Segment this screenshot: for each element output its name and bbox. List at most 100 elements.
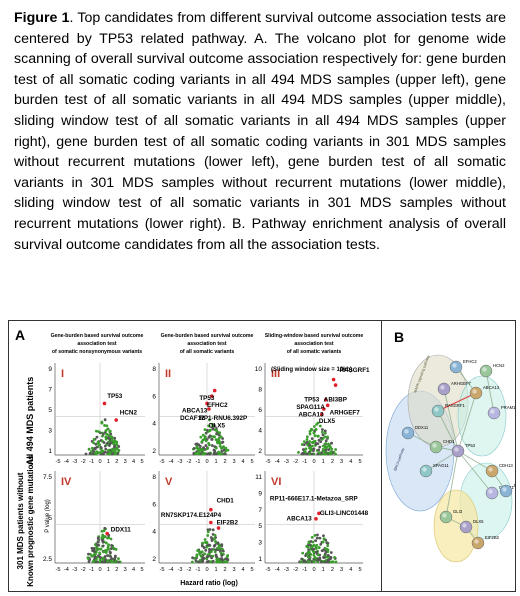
data-point (313, 556, 317, 559)
y-tick-label: 5 (258, 523, 262, 530)
data-point (112, 442, 116, 445)
data-point (114, 452, 118, 456)
data-point (219, 435, 223, 439)
data-point (211, 559, 215, 563)
x-tick-label: 1 (107, 459, 110, 465)
data-point (94, 452, 98, 456)
data-point (312, 447, 316, 451)
data-point (104, 437, 108, 441)
network-edge (485, 370, 495, 414)
data-point (225, 560, 229, 564)
gene-label: RP1-RNU6.392P (199, 415, 247, 422)
data-point (113, 547, 117, 551)
network-edge (437, 410, 459, 452)
data-point (309, 552, 313, 556)
data-point (312, 550, 316, 554)
data-point (324, 439, 328, 443)
data-point (94, 558, 98, 562)
data-point (87, 552, 90, 556)
data-point (314, 547, 318, 550)
data-point (329, 551, 333, 554)
data-point (312, 440, 316, 443)
x-tick-label: -1 (89, 567, 94, 573)
row-label-top: All 494 MDS patients (25, 377, 35, 466)
network-node: GLI3 (439, 509, 463, 524)
column-title-line: of somatic nonsynonymous variants (52, 349, 142, 355)
data-point (105, 432, 109, 436)
plot-roman-label: VI (271, 476, 281, 488)
significant-point (331, 377, 336, 382)
data-point (114, 559, 118, 563)
gene-label: ARHGEF7 (330, 410, 361, 417)
data-point (111, 447, 114, 451)
node-highlight (442, 513, 447, 518)
data-point (308, 432, 312, 436)
network-node: RASGRF1 (431, 403, 465, 418)
data-point (210, 548, 214, 551)
data-point (204, 431, 208, 435)
x-tick-label: 0 (98, 567, 101, 573)
data-point (212, 452, 216, 456)
data-point (300, 443, 304, 446)
x-tick-label: -5 (160, 567, 165, 573)
data-point (220, 544, 224, 548)
x-tick-label: -2 (187, 459, 192, 465)
data-point (201, 433, 205, 437)
y-tick-label: 2 (152, 448, 156, 455)
data-point (317, 546, 321, 549)
data-point (217, 433, 221, 437)
data-point (103, 450, 107, 454)
data-point (203, 538, 207, 541)
figure-caption: Figure 1. Top candidates from different … (14, 8, 506, 255)
data-point (199, 554, 203, 558)
x-tick-label: -5 (266, 459, 271, 465)
x-tick-label: 2 (115, 459, 118, 465)
data-point (195, 555, 199, 559)
gene-label: TP53 (199, 395, 215, 402)
data-point (214, 548, 218, 552)
y-tick-label: 2 (258, 448, 262, 455)
data-point (103, 555, 107, 558)
data-point (323, 560, 327, 564)
data-point (312, 547, 316, 551)
data-point (201, 541, 205, 545)
data-point (108, 430, 112, 434)
plot-roman-label: III (271, 368, 280, 380)
panel-b: B EFHC2 HCN2 ARHGEF7 ABCA13 RASGRF1 PRAM1 DDX1… (382, 321, 515, 591)
x-tick-label: 5 (250, 567, 253, 573)
x-tick-label: -4 (64, 567, 69, 573)
data-point (200, 544, 204, 548)
data-point (202, 546, 206, 549)
data-point (328, 452, 332, 456)
y-tick-label: 5 (48, 515, 52, 522)
x-tick-label: 3 (124, 459, 127, 465)
data-point (215, 558, 219, 561)
node-label: ARHGEF7 (451, 381, 471, 386)
data-point (103, 560, 107, 564)
data-point (117, 445, 121, 448)
data-point (317, 448, 321, 452)
data-point (212, 544, 216, 548)
gene-label: SPAG11A (296, 404, 325, 411)
data-point (323, 552, 327, 556)
x-tick-label: -2 (187, 567, 192, 573)
data-point (299, 560, 303, 564)
significant-point (210, 394, 214, 398)
data-point (95, 450, 99, 454)
data-point (105, 424, 109, 428)
data-point (312, 553, 316, 557)
data-point (102, 529, 106, 533)
data-point (210, 437, 214, 441)
column-title-line: Gene-burden based survival outcome (51, 333, 144, 339)
data-point (316, 434, 320, 438)
data-point (319, 542, 323, 546)
data-point (197, 560, 201, 564)
data-point (307, 560, 310, 564)
x-tick-label: 1 (322, 459, 325, 465)
data-point (106, 544, 110, 548)
network-node: JAK2 (499, 483, 515, 498)
x-tick-label: 0 (205, 459, 208, 465)
